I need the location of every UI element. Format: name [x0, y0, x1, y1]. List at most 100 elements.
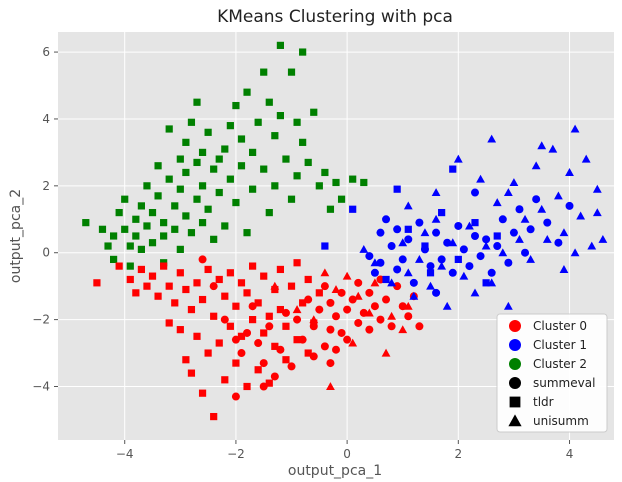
- data-point: [265, 322, 274, 331]
- data-point: [215, 155, 223, 163]
- data-point: [154, 162, 162, 170]
- data-point: [232, 302, 240, 310]
- data-point: [121, 225, 129, 233]
- data-point: [260, 272, 268, 280]
- data-point: [537, 204, 547, 213]
- data-point: [276, 41, 284, 49]
- data-point: [226, 269, 234, 277]
- data-point: [354, 318, 363, 327]
- data-point: [293, 259, 301, 267]
- data-point: [299, 299, 307, 307]
- data-point: [349, 205, 357, 213]
- data-point: [365, 288, 374, 297]
- data-point: [315, 305, 324, 314]
- data-point: [521, 248, 530, 257]
- data-point: [98, 225, 107, 233]
- data-point: [431, 214, 441, 223]
- data-point: [404, 235, 413, 244]
- data-point: [221, 292, 229, 300]
- data-point: [143, 282, 151, 290]
- data-point: [532, 195, 541, 204]
- data-point: [481, 241, 491, 250]
- data-point: [243, 382, 251, 391]
- data-point: [126, 262, 134, 270]
- data-point: [221, 376, 229, 384]
- data-point: [465, 221, 474, 230]
- data-point: [470, 288, 480, 297]
- x-tick-label: 0: [343, 447, 351, 461]
- data-point: [270, 372, 279, 381]
- data-point: [331, 285, 341, 294]
- data-point: [198, 389, 207, 397]
- data-point: [349, 175, 357, 183]
- data-point: [232, 101, 240, 110]
- data-point: [137, 265, 145, 274]
- data-point: [160, 219, 168, 227]
- data-point: [387, 278, 396, 287]
- grid-lines: [58, 32, 614, 440]
- data-point: [326, 325, 335, 334]
- data-point: [370, 268, 379, 277]
- data-point: [315, 182, 323, 190]
- data-point: [554, 191, 563, 200]
- data-point: [365, 252, 374, 261]
- data-point: [370, 278, 380, 287]
- data-point: [598, 234, 608, 243]
- data-point: [403, 301, 413, 310]
- data-point: [526, 225, 535, 234]
- data-point: [321, 242, 329, 250]
- data-point: [520, 214, 530, 223]
- data-point: [387, 322, 396, 331]
- data-point: [343, 335, 352, 344]
- data-point: [215, 275, 223, 284]
- data-point: [265, 379, 273, 387]
- data-point: [459, 271, 469, 280]
- legend-marker: [509, 396, 521, 408]
- data-point: [237, 135, 246, 143]
- data-point: [321, 168, 329, 177]
- data-point: [287, 195, 296, 203]
- data-point: [148, 208, 157, 217]
- data-point: [198, 255, 207, 264]
- data-point: [204, 205, 212, 213]
- data-point: [299, 48, 307, 56]
- data-point: [448, 268, 457, 277]
- data-point: [409, 291, 419, 300]
- data-point: [309, 315, 319, 324]
- data-point: [176, 155, 184, 163]
- data-point: [165, 319, 173, 327]
- data-point: [271, 342, 279, 350]
- data-point: [254, 299, 262, 307]
- data-point: [432, 288, 441, 297]
- data-point: [176, 269, 184, 277]
- data-point: [121, 195, 129, 203]
- data-point: [453, 154, 463, 163]
- data-point: [592, 208, 602, 217]
- data-point: [415, 255, 424, 263]
- data-point: [342, 271, 352, 280]
- data-point: [254, 118, 262, 126]
- data-point: [365, 325, 374, 334]
- data-point: [187, 118, 196, 126]
- data-point: [493, 242, 502, 251]
- data-point: [198, 182, 207, 190]
- data-point: [154, 192, 162, 200]
- legend-marker: [509, 358, 521, 370]
- chart-title: KMeans Clustering with pca: [217, 7, 453, 27]
- data-point: [165, 175, 173, 183]
- data-point: [304, 158, 312, 167]
- data-point: [420, 228, 430, 237]
- legend-label: unisumm: [533, 414, 589, 428]
- data-point: [293, 336, 301, 344]
- data-point: [337, 288, 346, 297]
- data-point: [403, 201, 413, 210]
- data-point: [320, 268, 330, 277]
- data-point: [160, 232, 168, 240]
- data-point: [304, 349, 312, 357]
- data-point: [193, 98, 201, 106]
- data-point: [243, 88, 251, 96]
- data-point: [448, 238, 458, 247]
- data-point: [543, 218, 552, 227]
- data-point: [187, 369, 196, 377]
- data-point: [592, 184, 602, 193]
